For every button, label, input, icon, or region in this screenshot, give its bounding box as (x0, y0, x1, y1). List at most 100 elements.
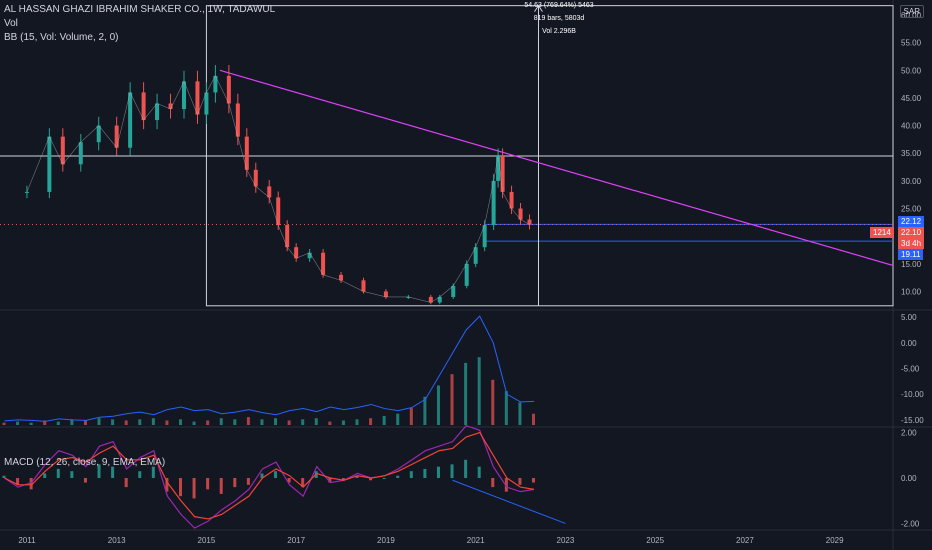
candle-body (244, 136, 249, 170)
candle-body (527, 219, 532, 225)
volume-bar (436, 385, 440, 425)
macd-histogram-bar (274, 471, 278, 478)
volume-bar (16, 421, 20, 425)
volume-bar (314, 418, 318, 425)
candle-body (339, 274, 344, 281)
volume-bar (111, 419, 115, 425)
candle-body (128, 92, 133, 148)
volume-bar (341, 420, 345, 425)
candle-body (168, 103, 173, 110)
macd-histogram-bar (260, 473, 264, 478)
candle-body (204, 92, 209, 115)
macd-histogram-bar (477, 466, 481, 478)
macd-histogram-bar (124, 478, 128, 488)
volume-bar (233, 419, 237, 425)
candle-body (451, 285, 456, 297)
currency-badge[interactable]: SAR (899, 5, 924, 18)
candle-body (491, 180, 496, 226)
candle-body (96, 125, 101, 143)
price-tick-label: 55.00 (901, 39, 922, 48)
volume-tick-label: -5.00 (901, 365, 920, 374)
macd-histogram-bar (43, 473, 47, 478)
candle-body (226, 75, 231, 104)
price-tick-label: 10.00 (901, 287, 922, 296)
candle-body (195, 81, 200, 115)
volume-bar (477, 357, 481, 425)
volume-bar (83, 420, 87, 425)
candle-body (155, 103, 160, 121)
price-line (26, 75, 530, 303)
volume-bar (70, 419, 74, 425)
time-tick-label: 2029 (826, 536, 844, 545)
measure-arrow-head (534, 4, 543, 12)
price-tick-label: 35.00 (901, 149, 922, 158)
candle-body (294, 247, 299, 259)
macd-tick-label: -2.00 (901, 519, 920, 528)
macd-tick-label: 2.00 (901, 429, 917, 438)
time-tick-label: 2015 (198, 536, 216, 545)
candle-body (253, 169, 258, 187)
macd-histogram-bar (396, 475, 400, 478)
volume-bar (369, 418, 373, 425)
trendline (219, 69, 894, 267)
candle-body (383, 291, 388, 297)
volume-bar (423, 396, 427, 425)
price-tick-label: 30.00 (901, 177, 922, 186)
macd-histogram-bar (450, 464, 454, 478)
volume-bar (2, 422, 6, 425)
volume-bar (328, 421, 332, 425)
macd-histogram-bar (138, 471, 142, 478)
volume-bar (491, 379, 495, 425)
volume-bar (246, 417, 250, 425)
upper-level-badge: 22.12 (898, 216, 925, 227)
volume-tick-label: 0.00 (901, 339, 917, 348)
macd-legend: MACD (12, 26, close, 9, EMA, EMA) (4, 457, 166, 468)
bar-count-badge: 1214 (870, 227, 894, 238)
volume-bar (301, 419, 305, 425)
countdown-badge: 3d 4h (898, 238, 925, 249)
macd-histogram-bar (219, 478, 223, 494)
candle-body (60, 136, 65, 165)
last-price-badge: 22.10 (898, 227, 925, 238)
volume-bar (274, 418, 278, 425)
price-tick-label: 25.00 (901, 205, 922, 214)
candle-body (285, 225, 290, 248)
price-tick-label: 50.00 (901, 66, 922, 75)
volume-bar (192, 421, 196, 425)
volume-bar (464, 362, 468, 425)
candle-body (500, 156, 505, 192)
candle-body (267, 186, 272, 198)
candle-body (181, 81, 186, 110)
time-tick-label: 2027 (736, 536, 754, 545)
lower-level-badge: 19.11 (898, 249, 924, 260)
volume-bar (518, 402, 522, 425)
volume-tick-label: 5.00 (901, 313, 917, 322)
candle-body (47, 136, 52, 192)
volume-tick-label: -15.00 (901, 416, 924, 425)
macd-histogram-bar (178, 478, 182, 497)
time-tick-label: 2013 (108, 536, 126, 545)
vol-legend: Vol (4, 18, 18, 29)
macd-histogram-bar (233, 478, 237, 488)
macd-histogram-bar (491, 478, 495, 488)
time-tick-label: 2023 (557, 536, 575, 545)
macd-histogram-bar (206, 478, 210, 490)
measure-change-label: 54.63 (769.64%) 5463 (524, 2, 594, 9)
symbol-title: AL HASSAN GHAZI IBRAHIM SHAKER CO., 1W, … (4, 4, 276, 15)
time-tick-label: 2011 (18, 536, 36, 545)
price-tick-label: 40.00 (901, 122, 922, 131)
volume-bar (219, 418, 223, 425)
measure-volume-label: Vol 2.296B (542, 28, 576, 35)
candle-body (114, 125, 119, 148)
macd-histogram-bar (369, 478, 373, 481)
candle-body (518, 208, 523, 220)
candle-body (428, 296, 433, 303)
macd-divergence-line (452, 479, 566, 524)
volume-bar (43, 420, 47, 425)
macd-histogram-bar (70, 471, 74, 478)
macd-histogram-bar (355, 475, 359, 478)
candle-body (307, 252, 312, 259)
macd-histogram-bar (328, 478, 332, 483)
volume-tick-label: -10.00 (901, 390, 924, 399)
